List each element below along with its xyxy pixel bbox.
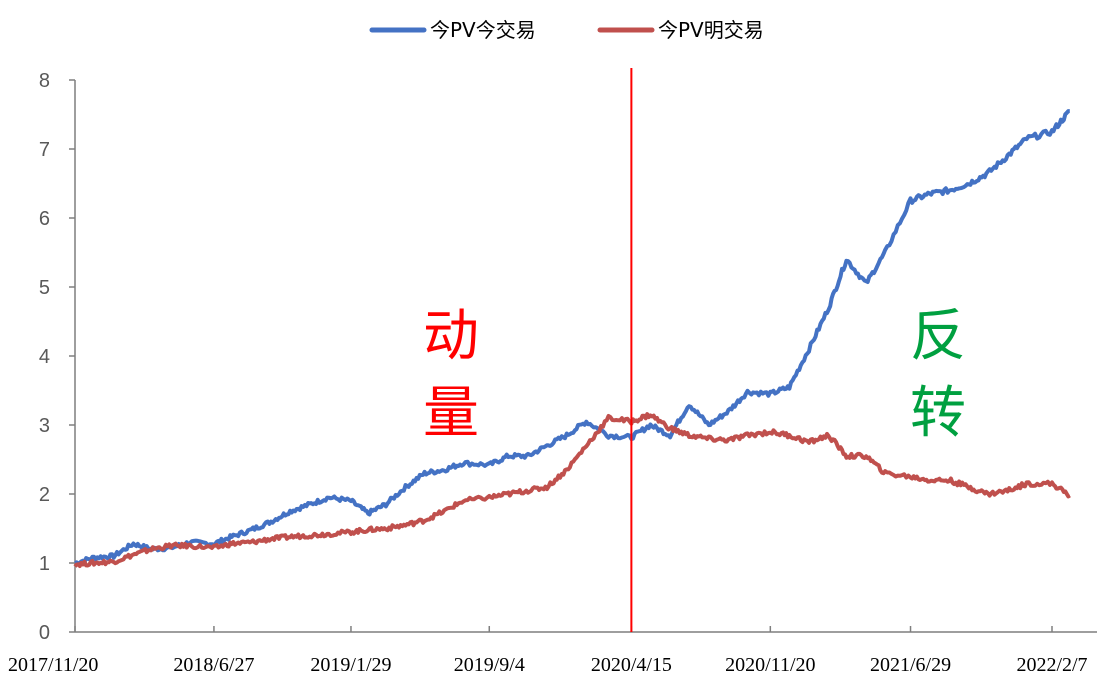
legend-label-series-2: 今PV明交易 bbox=[658, 18, 764, 42]
y-tick-label: 1 bbox=[39, 553, 50, 575]
x-tick-label: 2017/11/20 bbox=[8, 654, 98, 676]
x-tick-label: 2020/4/15 bbox=[591, 654, 672, 676]
series-lines bbox=[73, 109, 1071, 568]
annotation-reversal-1: 反 bbox=[910, 304, 966, 369]
legend: 今PV今交易 今PV明交易 bbox=[369, 18, 764, 42]
legend-label-series-1: 今PV今交易 bbox=[430, 18, 536, 42]
x-tick-label: 2022/2/7 bbox=[1016, 654, 1087, 676]
x-tick-label: 2020/11/20 bbox=[725, 654, 815, 676]
series-line-2 bbox=[73, 412, 1071, 568]
y-tick-label: 4 bbox=[39, 346, 50, 368]
y-tick-label: 3 bbox=[39, 415, 50, 437]
annotation-momentum-1: 动 bbox=[423, 304, 479, 369]
x-tick-label: 2019/1/29 bbox=[310, 654, 391, 676]
x-tick-label: 2021/6/29 bbox=[870, 654, 951, 676]
y-axis-ticks: 0 1 2 3 4 5 6 7 8 bbox=[39, 70, 75, 644]
y-tick-label: 2 bbox=[39, 484, 50, 506]
y-tick-label: 7 bbox=[39, 139, 50, 161]
annotation-momentum-2: 量 bbox=[423, 381, 479, 446]
y-tick-label: 6 bbox=[39, 208, 50, 230]
y-tick-label: 5 bbox=[39, 277, 50, 299]
x-tick-label: 2018/6/27 bbox=[173, 654, 254, 676]
annotation-reversal-2: 转 bbox=[910, 381, 966, 446]
y-tick-label: 0 bbox=[39, 622, 50, 644]
x-axis-ticks: 2017/11/20 2018/6/27 2019/1/29 2019/9/4 2020… bbox=[8, 626, 1088, 676]
y-tick-label: 8 bbox=[39, 70, 50, 92]
x-tick-label: 2019/9/4 bbox=[454, 654, 525, 676]
series-line-1 bbox=[74, 109, 1071, 566]
